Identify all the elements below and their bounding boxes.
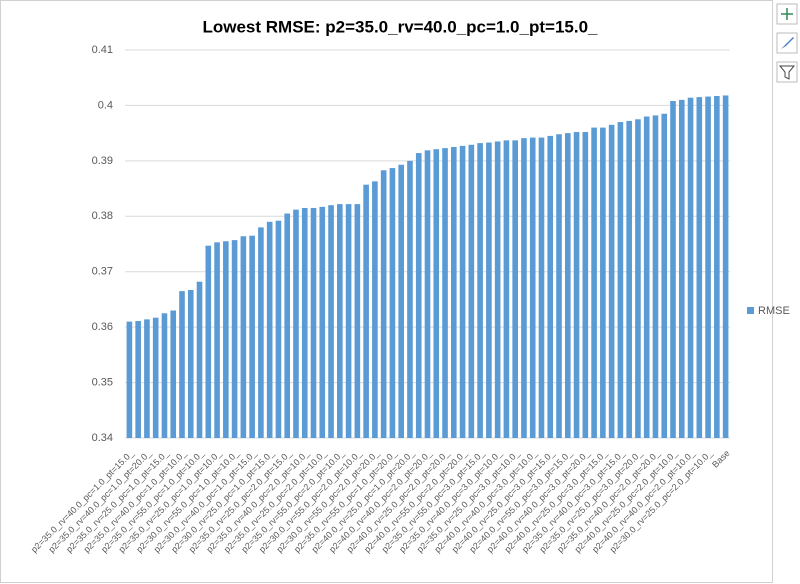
bar bbox=[415, 153, 422, 438]
bar bbox=[486, 142, 492, 438]
bar bbox=[240, 236, 247, 438]
chart-title: Lowest RMSE: p2=35.0_rv=40.0_pc=1.0_pt=1… bbox=[202, 17, 598, 36]
bar bbox=[722, 95, 729, 439]
bar bbox=[196, 281, 203, 438]
y-tick-label: 0.37 bbox=[92, 266, 113, 278]
bar bbox=[389, 168, 396, 438]
bar bbox=[643, 116, 650, 438]
bar bbox=[328, 205, 334, 438]
bar bbox=[144, 319, 150, 438]
y-tick-label: 0.39 bbox=[92, 155, 113, 167]
bar bbox=[450, 147, 457, 438]
bar bbox=[678, 99, 685, 438]
bar bbox=[231, 240, 238, 438]
bar bbox=[705, 96, 711, 438]
bar bbox=[126, 321, 133, 438]
bar bbox=[503, 140, 510, 438]
bar bbox=[266, 221, 273, 438]
bar bbox=[521, 138, 527, 439]
bar bbox=[161, 313, 168, 438]
bar bbox=[179, 291, 185, 438]
bar bbox=[337, 204, 343, 438]
bar bbox=[205, 245, 212, 438]
chart-tools[interactable] bbox=[776, 3, 798, 83]
bar bbox=[424, 150, 431, 438]
bar bbox=[275, 220, 282, 438]
chart-area bbox=[0, 0, 773, 583]
bar bbox=[407, 160, 413, 438]
y-tick-label: 0.4 bbox=[98, 99, 113, 111]
y-tick-label: 0.41 bbox=[92, 44, 113, 56]
bar bbox=[152, 317, 159, 438]
bar bbox=[529, 137, 536, 438]
bar bbox=[187, 290, 194, 438]
bar bbox=[617, 122, 624, 439]
bar bbox=[354, 204, 361, 438]
bar bbox=[363, 184, 369, 438]
filter-icon bbox=[778, 65, 796, 80]
bar bbox=[380, 170, 387, 438]
brush-icon bbox=[781, 37, 794, 49]
bar bbox=[696, 97, 703, 438]
bar bbox=[564, 133, 571, 438]
bar bbox=[433, 149, 440, 438]
y-tick-label: 0.36 bbox=[92, 321, 113, 333]
bar bbox=[538, 137, 545, 438]
bar bbox=[310, 207, 317, 438]
bar bbox=[319, 206, 326, 438]
bar bbox=[556, 134, 562, 438]
legend-label: RMSE bbox=[758, 305, 790, 317]
bar bbox=[214, 242, 220, 438]
bar bbox=[547, 135, 554, 438]
bar bbox=[468, 144, 475, 439]
bar bbox=[600, 127, 606, 438]
bar bbox=[670, 100, 676, 438]
bar bbox=[582, 132, 589, 438]
bar bbox=[591, 127, 597, 438]
bar bbox=[135, 321, 141, 438]
plus-icon bbox=[781, 8, 793, 20]
bar bbox=[661, 113, 668, 438]
bar bbox=[714, 96, 720, 439]
bar bbox=[372, 181, 378, 438]
bar bbox=[687, 97, 694, 438]
bar bbox=[345, 204, 352, 438]
y-tick-label: 0.38 bbox=[92, 210, 113, 222]
bar bbox=[477, 143, 483, 438]
filter-button[interactable] bbox=[776, 61, 798, 83]
legend-swatch bbox=[747, 307, 754, 314]
bar bbox=[494, 141, 501, 438]
bar bbox=[512, 140, 518, 438]
bar bbox=[608, 124, 615, 438]
bar bbox=[170, 310, 177, 438]
bar bbox=[626, 120, 632, 438]
bar bbox=[573, 132, 580, 438]
bar bbox=[459, 145, 466, 439]
bar bbox=[249, 235, 255, 438]
bar bbox=[258, 227, 264, 438]
bar bbox=[284, 213, 291, 438]
bar bbox=[301, 207, 308, 438]
bar bbox=[223, 241, 229, 438]
bar bbox=[293, 209, 299, 438]
bar bbox=[635, 119, 641, 439]
y-tick-label: 0.34 bbox=[92, 432, 113, 444]
bar bbox=[398, 164, 405, 439]
y-tick-label: 0.35 bbox=[92, 376, 113, 388]
bar bbox=[652, 115, 659, 439]
bar bbox=[442, 148, 448, 438]
